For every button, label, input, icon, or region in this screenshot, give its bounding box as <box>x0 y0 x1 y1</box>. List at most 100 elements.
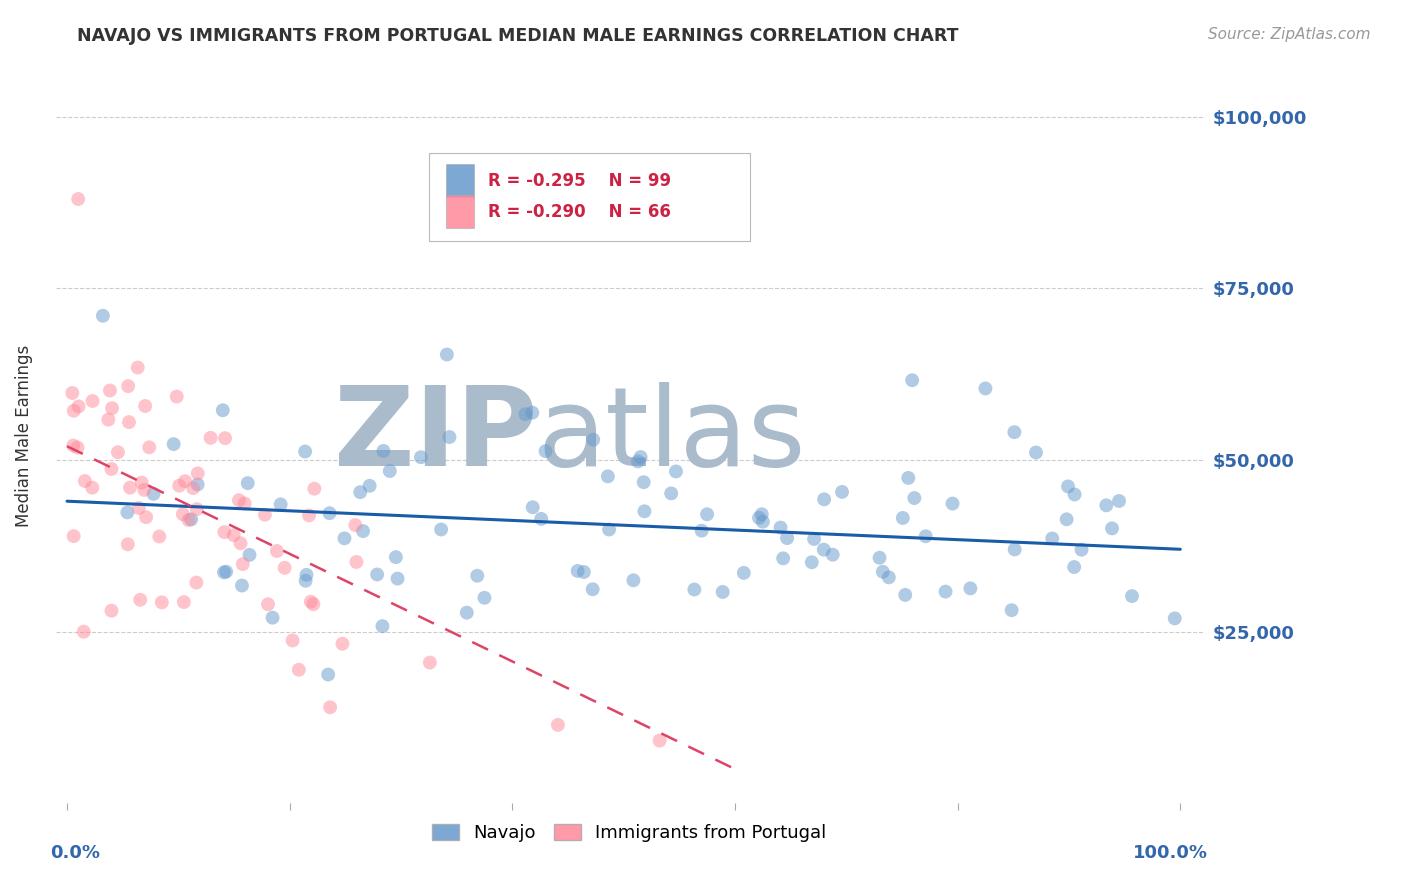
Point <box>465 568 488 582</box>
Point <box>238 548 260 562</box>
Point <box>596 469 619 483</box>
Point <box>73 624 96 639</box>
Point <box>352 524 374 538</box>
Point <box>872 565 894 579</box>
Point <box>623 574 645 588</box>
Point <box>935 584 957 599</box>
Point <box>117 379 139 393</box>
FancyBboxPatch shape <box>446 195 474 228</box>
Point <box>748 511 770 525</box>
Point <box>813 492 835 507</box>
Point <box>371 619 394 633</box>
Point <box>167 478 190 492</box>
Point <box>534 444 557 458</box>
Point <box>409 450 432 465</box>
Point <box>1025 445 1047 459</box>
Point <box>436 347 458 361</box>
Point <box>82 481 104 495</box>
Point <box>378 464 401 478</box>
Point <box>91 309 114 323</box>
Point <box>522 406 544 420</box>
Point <box>162 437 184 451</box>
Point <box>273 561 295 575</box>
Point <box>630 450 652 464</box>
Point <box>891 511 914 525</box>
Point <box>186 502 208 516</box>
Point <box>107 445 129 459</box>
Point <box>257 597 280 611</box>
Point <box>200 431 222 445</box>
Point <box>869 550 891 565</box>
Point <box>142 487 165 501</box>
Point <box>456 606 478 620</box>
Point <box>813 542 835 557</box>
Point <box>187 467 209 481</box>
Point <box>138 440 160 454</box>
Point <box>385 550 408 565</box>
Point <box>1164 611 1187 625</box>
Point <box>222 528 245 542</box>
Point <box>131 475 153 490</box>
Point <box>430 523 453 537</box>
Point <box>894 588 917 602</box>
Point <box>177 513 200 527</box>
Point <box>1070 542 1092 557</box>
Point <box>897 471 920 485</box>
Point <box>118 481 141 495</box>
Point <box>648 733 671 747</box>
Point <box>959 582 981 596</box>
Point <box>903 491 925 505</box>
Point <box>572 565 595 579</box>
Point <box>1121 589 1143 603</box>
Point <box>117 537 139 551</box>
Point <box>299 595 322 609</box>
Point <box>598 523 620 537</box>
Point <box>302 597 325 611</box>
Point <box>212 566 235 580</box>
Point <box>180 512 202 526</box>
Text: 0.0%: 0.0% <box>51 844 100 862</box>
Point <box>127 360 149 375</box>
Point <box>319 700 342 714</box>
Point <box>1057 479 1080 493</box>
Point <box>214 431 236 445</box>
Point <box>1101 521 1123 535</box>
Point <box>1001 603 1024 617</box>
Point <box>831 484 853 499</box>
Point <box>914 529 936 543</box>
Point <box>522 500 544 515</box>
Point <box>60 386 83 401</box>
Point <box>73 474 96 488</box>
Point <box>236 476 259 491</box>
Text: NAVAJO VS IMMIGRANTS FROM PORTUGAL MEDIAN MALE EARNINGS CORRELATION CHART: NAVAJO VS IMMIGRANTS FROM PORTUGAL MEDIA… <box>77 27 959 45</box>
Point <box>696 508 718 522</box>
Point <box>62 439 84 453</box>
Text: R = -0.295    N = 99: R = -0.295 N = 99 <box>488 172 671 190</box>
Point <box>318 506 340 520</box>
Point <box>266 544 288 558</box>
Point <box>683 582 706 597</box>
Point <box>901 373 924 387</box>
Point <box>941 497 963 511</box>
Point <box>821 548 844 562</box>
Point <box>419 656 441 670</box>
Point <box>294 444 316 458</box>
Text: R = -0.290    N = 66: R = -0.290 N = 66 <box>488 202 671 221</box>
Point <box>214 525 236 540</box>
Point <box>233 496 256 510</box>
Point <box>665 465 688 479</box>
Point <box>627 454 650 468</box>
Point <box>582 433 605 447</box>
Point <box>148 529 170 543</box>
Point <box>515 407 537 421</box>
Point <box>439 430 461 444</box>
Point <box>117 505 139 519</box>
Point <box>772 551 794 566</box>
Point <box>1108 494 1130 508</box>
Point <box>1040 532 1063 546</box>
Text: atlas: atlas <box>537 383 806 490</box>
Point <box>877 570 900 584</box>
Point <box>1063 487 1085 501</box>
Point <box>974 381 997 395</box>
Point <box>582 582 605 597</box>
